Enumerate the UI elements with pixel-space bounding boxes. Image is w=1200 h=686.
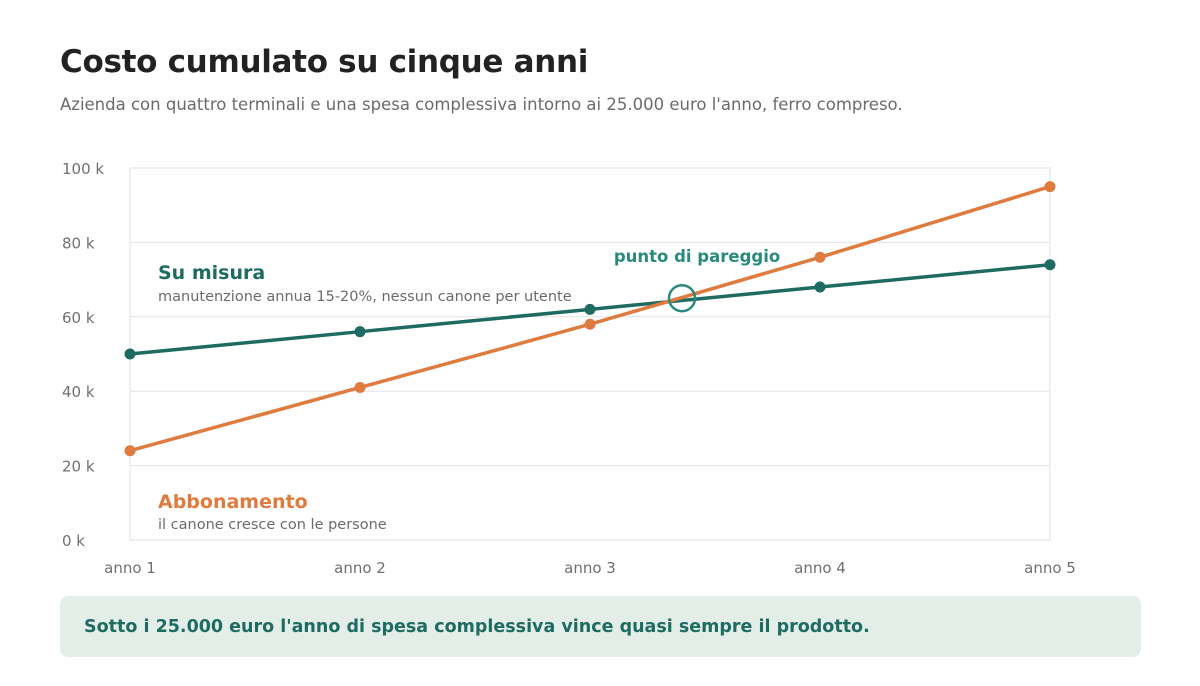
data-point [124,445,136,457]
series-line [128,184,1052,453]
y-tick-label: 0 k [62,532,85,550]
plot-frame [129,167,1051,541]
conclusion-callout: Sotto i 25.000 euro l'anno di spesa comp… [60,596,1141,657]
y-tick-label: 20 k [62,458,95,476]
data-point [814,251,826,263]
series-note-su-misura: manutenzione annua 15-20%, nessun canone… [158,289,572,305]
y-tick-label: 60 k [62,309,95,327]
y-tick-label: 80 k [62,234,95,252]
break-even-marker [667,283,697,313]
series-label-abbonamento: Abbonamento [158,491,308,513]
x-tick-label: anno 3 [564,559,616,577]
x-tick-label: anno 2 [334,559,386,577]
data-point [584,318,596,330]
data-point [584,303,596,315]
y-tick-label: 100 k [62,160,104,178]
y-tick-label: 40 k [62,383,95,401]
data-point [354,381,366,393]
x-tick-label: anno 4 [794,559,846,577]
data-point [1044,181,1056,193]
break-even-label: punto di pareggio [614,247,780,266]
callout-text: Sotto i 25.000 euro l'anno di spesa comp… [84,616,870,637]
x-tick-label: anno 5 [1024,559,1076,577]
cost-line-chart: 0 k 20 k 40 k 60 k 80 k 100 k anno 1 anno 2 anno… [62,160,1076,577]
data-point [1044,259,1056,271]
series-note-abbonamento: il canone cresce con le persone [158,517,387,533]
data-point [354,326,366,338]
page-subtitle: Azienda con quattro terminali e una spes… [60,95,903,114]
x-tick-label: anno 1 [104,559,156,577]
data-point [814,281,826,293]
series-label-su-misura: Su misura [158,262,265,284]
page-title: Costo cumulato su cinque anni [60,44,589,80]
data-point [124,348,136,360]
